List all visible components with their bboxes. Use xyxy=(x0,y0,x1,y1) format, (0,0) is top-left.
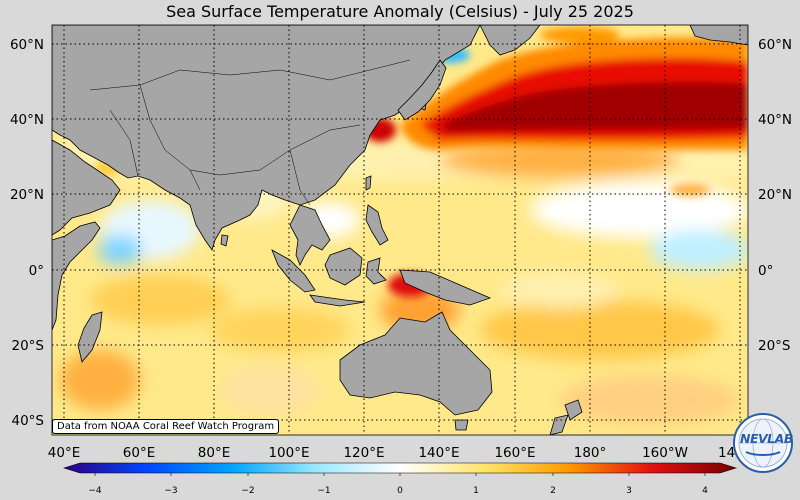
borneo-island xyxy=(324,247,363,286)
lon-label: 60°E xyxy=(123,445,155,461)
philippines xyxy=(365,204,389,246)
japan-islands xyxy=(397,59,447,121)
colorbar-tick-label: 2 xyxy=(550,486,556,496)
lon-label: 180° xyxy=(574,445,607,461)
lat-label-left: 40°S xyxy=(12,413,45,429)
indochina xyxy=(289,204,331,266)
lat-label-left: 40°N xyxy=(10,112,44,128)
lon-label: 80°E xyxy=(198,445,230,461)
lon-label: 160°E xyxy=(494,445,535,461)
australia-landmass xyxy=(339,311,493,416)
lat-label-right: 40°N xyxy=(758,112,792,128)
madagascar xyxy=(77,311,103,363)
tasmania-island xyxy=(454,419,469,431)
colorbar-tick-label: 4 xyxy=(702,486,708,496)
colorbar-tick-label: −3 xyxy=(164,486,177,496)
lat-label-left: 60°N xyxy=(10,37,44,53)
logo-text: NEVLAB xyxy=(740,431,793,446)
data-credit-label: Data from NOAA Coral Reef Watch Program xyxy=(52,419,280,434)
new-zealand-south-island xyxy=(549,414,569,435)
map-title: Sea Surface Temperature Anomaly (Celsius… xyxy=(166,2,634,21)
arabian-peninsula xyxy=(52,139,121,236)
new-guinea-island xyxy=(399,269,492,306)
colorbar-tick-label: 0 xyxy=(397,486,403,496)
taiwan-island xyxy=(365,175,372,191)
lat-label-right: 60°N xyxy=(758,37,792,53)
colorbar-tick-label: 3 xyxy=(626,486,632,496)
colorbar-tick-label: −4 xyxy=(88,486,102,496)
lat-label-left: 20°S xyxy=(12,338,45,354)
colorbar-tick-label: −1 xyxy=(317,486,330,496)
lat-label-left: 20°N xyxy=(10,187,44,203)
sumatra-island xyxy=(271,249,316,293)
lon-label: 100°E xyxy=(268,445,309,461)
alaska xyxy=(689,25,748,46)
lon-label: 160°W xyxy=(642,445,688,461)
africa-landmass xyxy=(52,221,101,331)
lon-label: 120°E xyxy=(343,445,384,461)
colorbar-ramp xyxy=(62,462,738,474)
sulawesi-island xyxy=(365,257,387,285)
lat-label-left: 0° xyxy=(29,263,44,279)
colorbar: −4 −3 −2 −1 0 1 2 3 4 xyxy=(62,462,738,496)
lon-label: 40°E xyxy=(48,445,80,461)
country-borders xyxy=(89,59,411,206)
lat-label-right: 0° xyxy=(758,263,773,279)
lon-label: 140°E xyxy=(418,445,459,461)
lat-label-right: 20°N xyxy=(758,187,792,203)
map-frame xyxy=(51,24,749,436)
lat-label-right: 20°S xyxy=(758,338,791,354)
colorbar-tick-label: 1 xyxy=(473,486,479,496)
java-island xyxy=(309,294,366,307)
land-masses xyxy=(52,25,748,435)
lon-label: 14 xyxy=(718,445,735,461)
sri-lanka-island xyxy=(220,234,229,247)
graticule xyxy=(52,25,748,435)
colorbar-tick-label: −2 xyxy=(241,486,254,496)
kamchatka xyxy=(479,25,541,56)
nev-lab-globe-logo-icon[interactable] xyxy=(732,412,794,474)
